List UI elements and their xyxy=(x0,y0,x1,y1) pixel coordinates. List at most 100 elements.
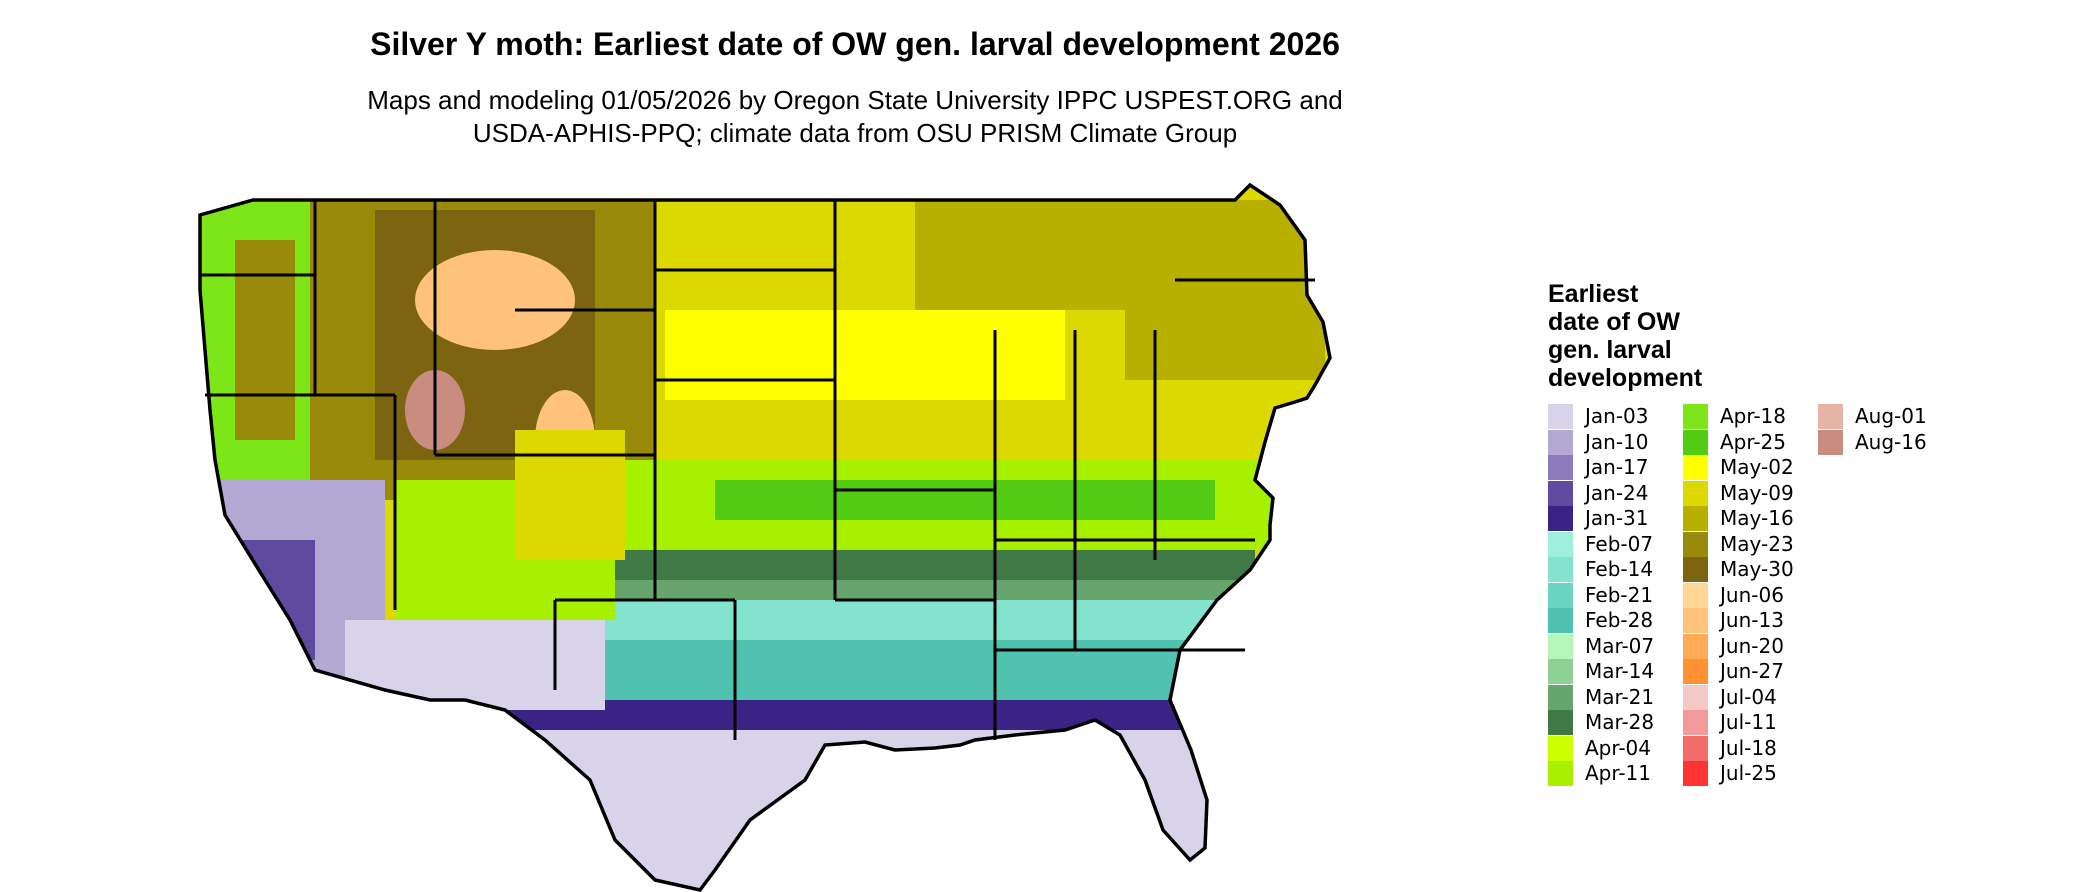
legend-title-line: date of OW xyxy=(1548,308,1680,336)
legend-item: Apr-25 xyxy=(1683,429,1833,455)
legend-swatch xyxy=(1683,480,1708,506)
legend-swatch xyxy=(1683,659,1708,684)
legend-label: Feb-14 xyxy=(1585,557,1654,581)
legend-item: Jul-11 xyxy=(1683,710,1833,735)
legend-label: Mar-28 xyxy=(1585,710,1655,734)
legend-swatch xyxy=(1548,659,1573,684)
legend-item: Jul-18 xyxy=(1683,735,1833,761)
legend-item: Mar-14 xyxy=(1548,659,1698,684)
legend-label: Mar-21 xyxy=(1585,684,1655,709)
legend-swatch xyxy=(1548,480,1573,506)
legend-title-line: gen. larval xyxy=(1548,336,1672,364)
legend-item: Apr-04 xyxy=(1548,735,1698,761)
legend-swatch xyxy=(1548,710,1573,735)
legend-swatch xyxy=(1683,761,1708,786)
legend-swatch xyxy=(1548,404,1573,429)
legend-label: Jan-31 xyxy=(1585,506,1649,530)
legend-label: Jun-06 xyxy=(1720,582,1784,607)
legend-swatch xyxy=(1683,582,1708,608)
legend-swatch xyxy=(1683,735,1708,761)
legend-label: Aug-01 xyxy=(1855,404,1927,428)
legend-item: May-23 xyxy=(1683,531,1833,557)
legend-item: Mar-07 xyxy=(1548,633,1698,659)
legend-label: Jul-18 xyxy=(1720,735,1777,760)
legend-label: May-09 xyxy=(1720,480,1794,505)
legend-label: Jul-25 xyxy=(1720,761,1777,785)
map-title: Silver Y moth: Earliest date of OW gen. … xyxy=(370,26,1340,62)
legend-label: Aug-16 xyxy=(1855,429,1927,454)
legend-item: Jan-03 xyxy=(1548,404,1698,429)
legend-swatch xyxy=(1683,531,1708,557)
legend-item: Jun-20 xyxy=(1683,633,1833,659)
legend-label: Jun-13 xyxy=(1720,608,1784,632)
legend-label: Jun-27 xyxy=(1720,659,1784,683)
legend-label: Jul-11 xyxy=(1720,710,1777,734)
legend-item: Jul-25 xyxy=(1683,761,1833,786)
legend-item: Jul-04 xyxy=(1683,684,1833,710)
legend-item: Jan-10 xyxy=(1548,429,1698,455)
legend-swatch xyxy=(1548,633,1573,659)
legend-item: Apr-11 xyxy=(1548,761,1698,786)
legend-swatch xyxy=(1683,684,1708,710)
legend-label: Jan-24 xyxy=(1585,480,1649,505)
legend-swatch xyxy=(1548,735,1573,761)
legend-item: May-02 xyxy=(1683,455,1833,480)
legend-item: May-30 xyxy=(1683,557,1833,582)
legend-label: Jan-17 xyxy=(1585,455,1649,479)
legend-swatch xyxy=(1683,633,1708,659)
legend: Earliest date of OW gen. larval developm… xyxy=(1548,280,1927,786)
legend-swatch xyxy=(1548,582,1573,608)
legend-item: Jan-31 xyxy=(1548,506,1698,531)
legend-swatch xyxy=(1818,429,1843,455)
legend-item: Feb-07 xyxy=(1548,531,1698,557)
legend-item: Jan-24 xyxy=(1548,480,1698,506)
legend-swatch xyxy=(1683,710,1708,735)
legend-label: Apr-25 xyxy=(1720,429,1786,454)
legend-label: May-30 xyxy=(1720,557,1794,581)
legend-swatch xyxy=(1548,455,1573,480)
legend-swatch xyxy=(1683,404,1708,429)
legend-item: Feb-14 xyxy=(1548,557,1698,582)
legend-swatch xyxy=(1683,608,1708,633)
legend-label: Jul-04 xyxy=(1720,684,1777,709)
legend-label: Apr-18 xyxy=(1720,404,1786,428)
legend-title-line: development xyxy=(1548,364,1703,392)
legend-title: Earliest date of OW gen. larval developm… xyxy=(1548,280,1748,392)
legend-label: Jan-10 xyxy=(1585,429,1649,454)
legend-item: Jun-13 xyxy=(1683,608,1833,633)
legend-item: May-09 xyxy=(1683,480,1833,506)
legend-swatch xyxy=(1818,404,1843,429)
legend-swatch xyxy=(1683,557,1708,582)
subtitle-line-1: Maps and modeling 01/05/2026 by Oregon S… xyxy=(367,85,1343,115)
legend-item: Aug-01 xyxy=(1818,404,1968,429)
legend-swatch xyxy=(1548,429,1573,455)
us-map xyxy=(198,183,1332,892)
legend-swatch xyxy=(1548,506,1573,531)
map-subtitle: Maps and modeling 01/05/2026 by Oregon S… xyxy=(0,84,1710,150)
legend-item: Apr-18 xyxy=(1683,404,1833,429)
legend-label: May-23 xyxy=(1720,531,1794,556)
legend-label: Apr-11 xyxy=(1585,761,1651,785)
legend-title-line: Earliest xyxy=(1548,280,1639,308)
subtitle-line-2: USDA-APHIS-PPQ; climate data from OSU PR… xyxy=(472,118,1238,148)
legend-item: Aug-16 xyxy=(1818,429,1968,455)
legend-label: May-16 xyxy=(1720,506,1794,530)
legend-item: Mar-28 xyxy=(1548,710,1698,735)
legend-item: Feb-21 xyxy=(1548,582,1698,608)
legend-label: Mar-07 xyxy=(1585,633,1655,658)
legend-swatch xyxy=(1683,506,1708,531)
legend-swatch xyxy=(1683,429,1708,455)
legend-label: Jan-03 xyxy=(1585,404,1649,428)
legend-label: Feb-28 xyxy=(1585,608,1654,632)
legend-item: Mar-21 xyxy=(1548,684,1698,710)
legend-item: Jan-17 xyxy=(1548,455,1698,480)
legend-item: Jun-27 xyxy=(1683,659,1833,684)
legend-swatch xyxy=(1683,455,1708,480)
legend-label: Feb-21 xyxy=(1585,582,1654,607)
legend-item: Jun-06 xyxy=(1683,582,1833,608)
legend-label: May-02 xyxy=(1720,455,1794,479)
legend-label: Apr-04 xyxy=(1585,735,1651,760)
legend-item: Feb-28 xyxy=(1548,608,1698,633)
legend-label: Feb-07 xyxy=(1585,531,1654,556)
legend-label: Mar-14 xyxy=(1585,659,1655,683)
